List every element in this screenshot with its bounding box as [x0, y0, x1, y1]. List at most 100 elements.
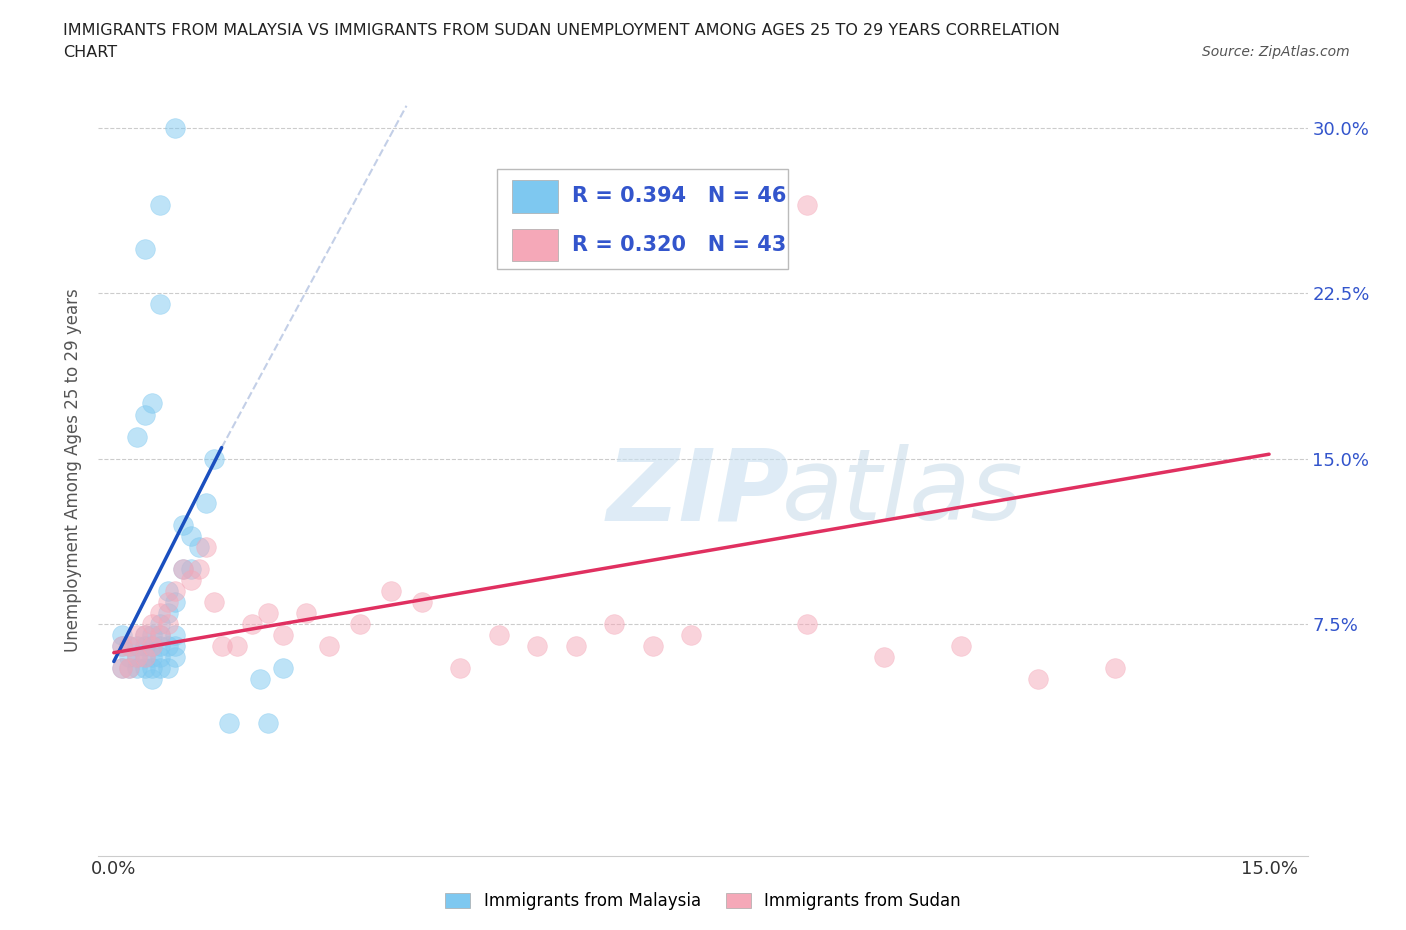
Point	[134, 628, 156, 643]
Point	[202, 451, 225, 466]
Point	[156, 605, 179, 620]
Point	[271, 660, 294, 675]
Point	[149, 628, 172, 643]
Point	[141, 396, 163, 411]
Point	[110, 639, 132, 654]
Text: ZIP: ZIP	[606, 445, 789, 541]
Point	[141, 660, 163, 675]
Point	[187, 539, 209, 554]
Point	[257, 605, 280, 620]
Point	[187, 562, 209, 577]
Point	[156, 660, 179, 675]
Legend: Immigrants from Malaysia, Immigrants from Sudan: Immigrants from Malaysia, Immigrants fro…	[439, 885, 967, 917]
FancyBboxPatch shape	[498, 168, 787, 269]
Point	[118, 650, 141, 665]
Point	[180, 562, 202, 577]
Point	[134, 628, 156, 643]
Point	[796, 197, 818, 212]
Point	[125, 628, 148, 643]
Point	[295, 605, 318, 620]
Point	[488, 628, 510, 643]
Point	[796, 617, 818, 631]
Point	[118, 660, 141, 675]
Point	[134, 639, 156, 654]
Point	[180, 573, 202, 588]
Point	[172, 517, 194, 532]
Point	[134, 242, 156, 257]
Point	[449, 660, 471, 675]
Point	[118, 639, 141, 654]
Point	[149, 605, 172, 620]
Point	[1026, 671, 1049, 686]
Point	[242, 617, 264, 631]
Point	[110, 660, 132, 675]
Point	[226, 639, 249, 654]
Point	[110, 628, 132, 643]
Point	[165, 650, 187, 665]
Point	[202, 594, 225, 609]
Point	[118, 639, 141, 654]
Point	[172, 562, 194, 577]
Point	[125, 660, 148, 675]
Point	[141, 650, 163, 665]
Text: atlas: atlas	[782, 445, 1024, 541]
Point	[218, 716, 240, 731]
Text: R = 0.320   N = 43: R = 0.320 N = 43	[572, 235, 787, 255]
Point	[349, 617, 371, 631]
Y-axis label: Unemployment Among Ages 25 to 29 years: Unemployment Among Ages 25 to 29 years	[65, 287, 83, 652]
Point	[271, 628, 294, 643]
Point	[110, 660, 132, 675]
Point	[257, 716, 280, 731]
Point	[141, 639, 163, 654]
Point	[211, 639, 233, 654]
Point	[1104, 660, 1126, 675]
Point	[134, 650, 156, 665]
Text: R = 0.394   N = 46: R = 0.394 N = 46	[572, 186, 787, 206]
Point	[149, 297, 172, 312]
Point	[873, 650, 896, 665]
Point	[125, 650, 148, 665]
Point	[118, 660, 141, 675]
Point	[134, 650, 156, 665]
Point	[149, 197, 172, 212]
Point	[149, 650, 172, 665]
FancyBboxPatch shape	[512, 180, 558, 213]
Point	[149, 639, 172, 654]
Text: CHART: CHART	[63, 45, 117, 60]
Text: IMMIGRANTS FROM MALAYSIA VS IMMIGRANTS FROM SUDAN UNEMPLOYMENT AMONG AGES 25 TO : IMMIGRANTS FROM MALAYSIA VS IMMIGRANTS F…	[63, 23, 1060, 38]
Point	[603, 617, 626, 631]
Point	[134, 407, 156, 422]
Point	[125, 429, 148, 444]
Point	[526, 639, 548, 654]
Point	[165, 120, 187, 135]
Text: Source: ZipAtlas.com: Source: ZipAtlas.com	[1202, 45, 1350, 59]
Point	[195, 539, 218, 554]
Point	[165, 594, 187, 609]
Point	[125, 639, 148, 654]
Point	[149, 617, 172, 631]
Point	[141, 628, 163, 643]
Point	[110, 639, 132, 654]
Point	[411, 594, 433, 609]
Point	[380, 583, 402, 598]
Point	[149, 660, 172, 675]
Point	[950, 639, 973, 654]
Point	[149, 628, 172, 643]
Point	[156, 639, 179, 654]
Point	[681, 628, 703, 643]
Point	[141, 639, 163, 654]
Point	[156, 594, 179, 609]
Point	[125, 650, 148, 665]
Point	[318, 639, 340, 654]
Point	[141, 617, 163, 631]
Point	[165, 583, 187, 598]
Point	[165, 628, 187, 643]
Point	[141, 671, 163, 686]
Point	[134, 660, 156, 675]
Point	[565, 639, 588, 654]
Point	[156, 617, 179, 631]
Point	[180, 528, 202, 543]
Point	[249, 671, 271, 686]
Point	[165, 639, 187, 654]
Point	[156, 583, 179, 598]
